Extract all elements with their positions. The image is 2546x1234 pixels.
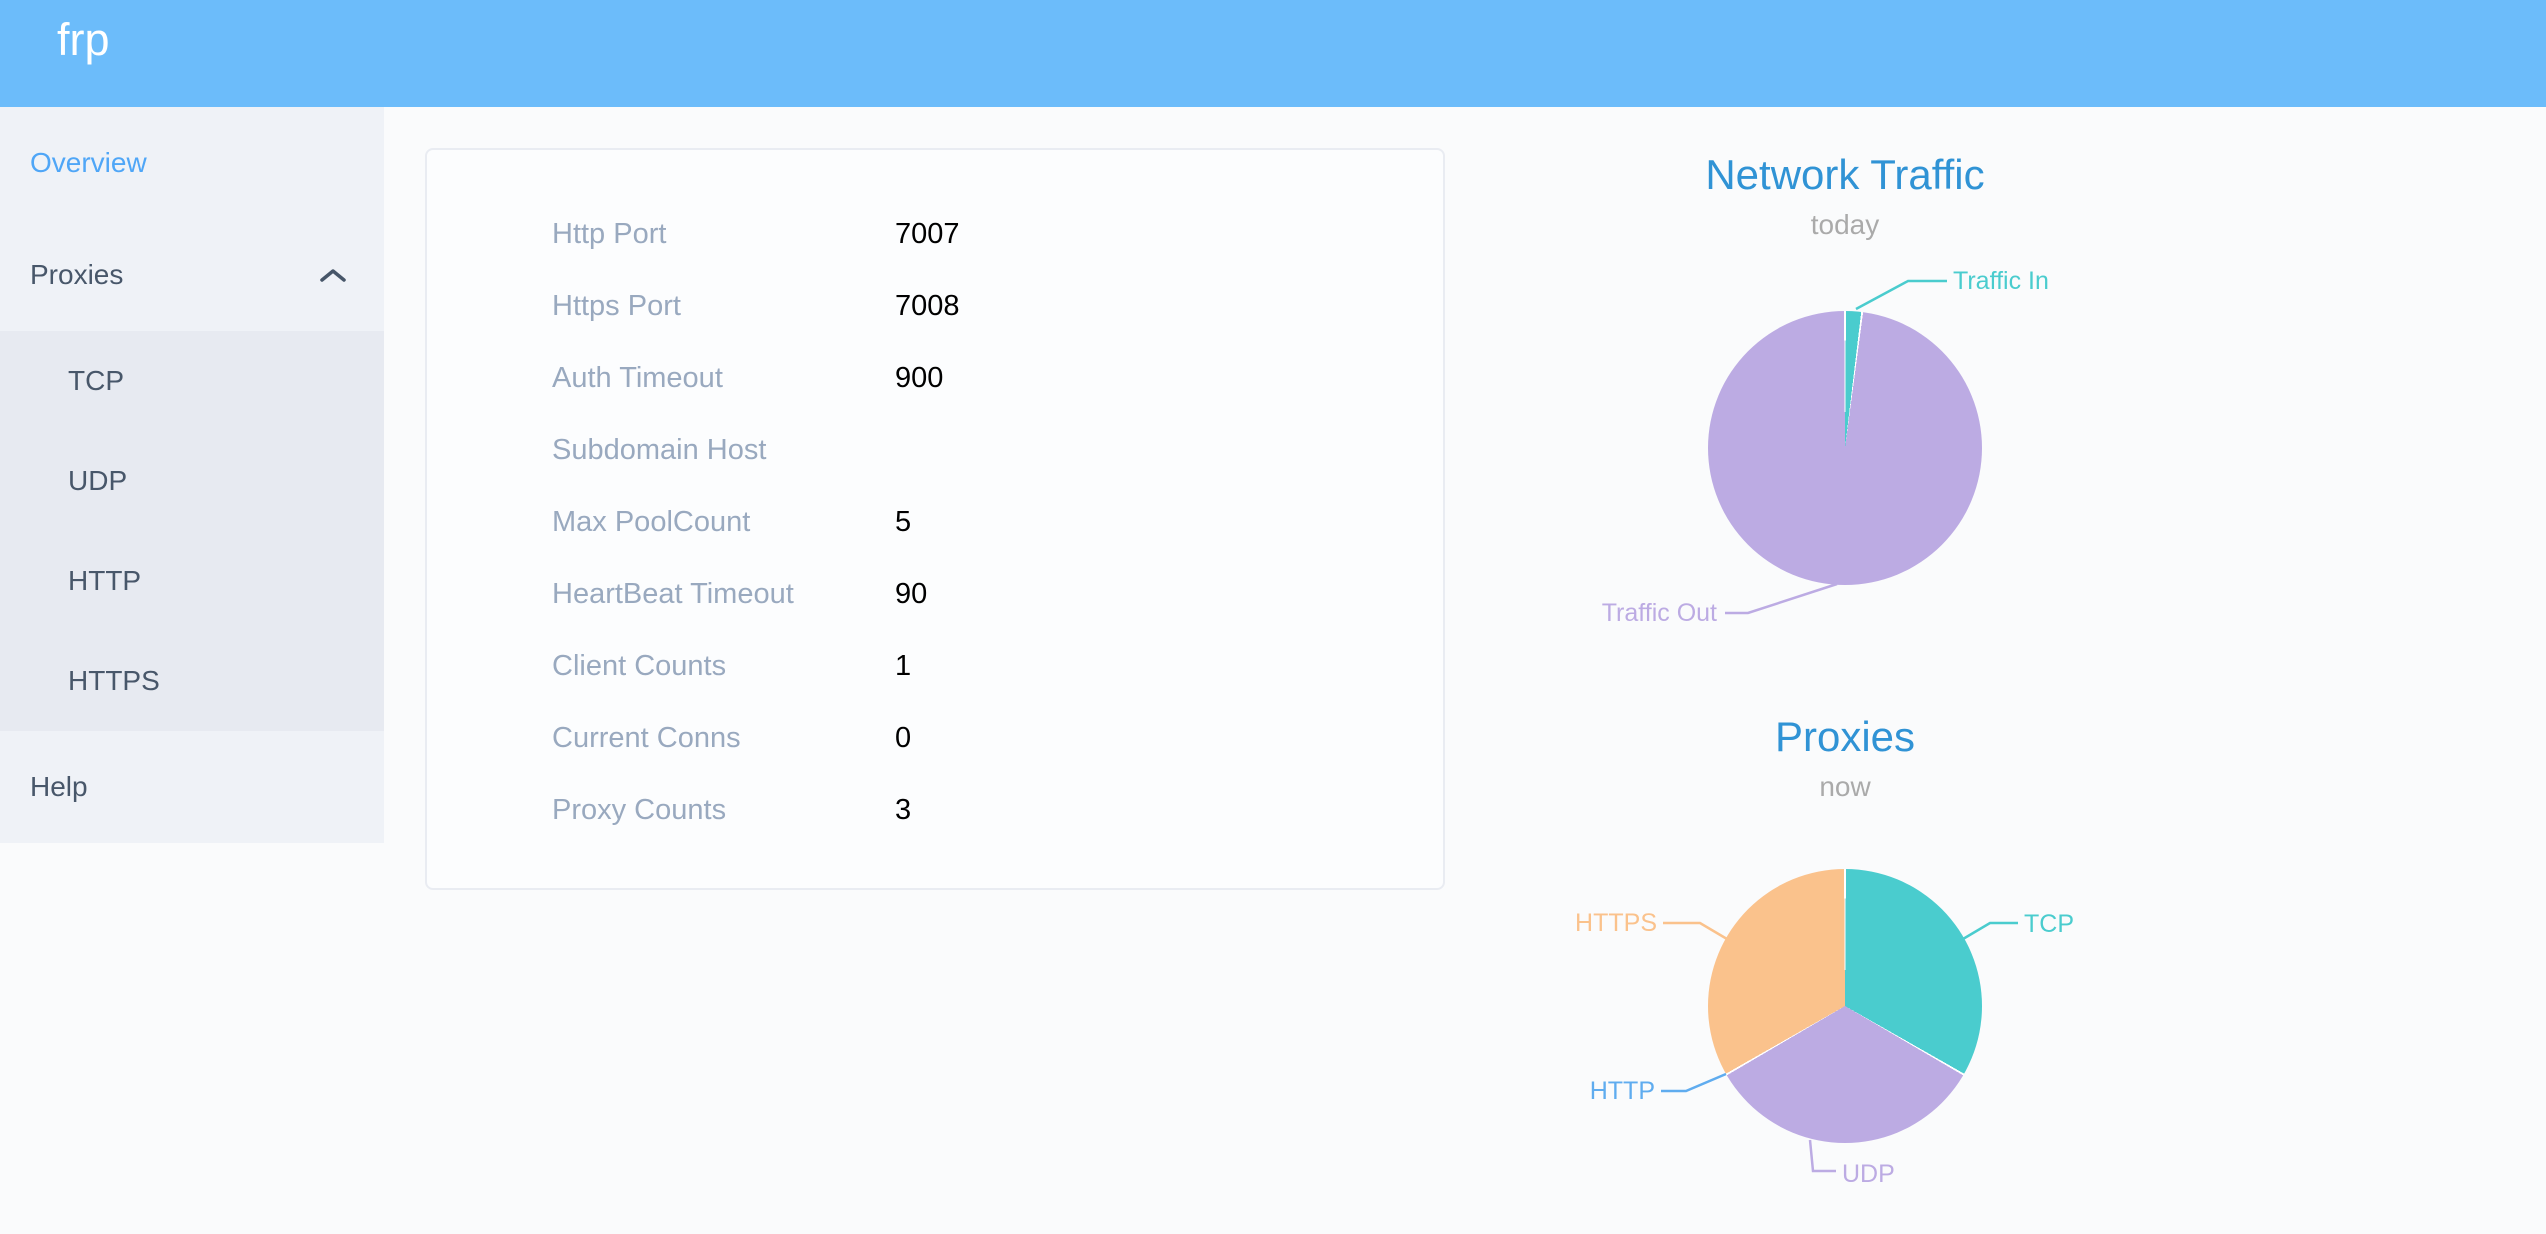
sidebar-item-label: TCP [68, 365, 124, 396]
info-row-heartbeat-timeout: HeartBeat Timeout 90 [427, 558, 1443, 630]
leader-https [1663, 921, 1728, 941]
sidebar-item-overview[interactable]: Overview [0, 107, 384, 219]
pie-label-https: HTTPS [1575, 909, 1657, 937]
info-label: Current Conns [552, 721, 741, 754]
proxies-title: Proxies [1774, 713, 1916, 760]
sidebar-item-proxies[interactable]: Proxies [0, 219, 384, 331]
chevron-up-icon [320, 269, 346, 282]
proxies-subtitle: now [1819, 771, 1871, 802]
sidebar-item-label: HTTPS [68, 665, 160, 696]
sidebar-item-help[interactable]: Help [0, 731, 384, 843]
info-label: Auth Timeout [552, 361, 723, 394]
pie-label-tcp: TCP [2024, 910, 2074, 938]
sidebar-item-label: Help [30, 771, 88, 802]
server-info-card: Http Port 7007 Https Port 7008 Auth Time… [425, 148, 1445, 890]
info-row-current-conns: Current Conns 0 [427, 702, 1443, 774]
sidebar-item-label: Overview [30, 147, 147, 178]
leader-traffic-in [1855, 279, 1947, 311]
info-label: Http Port [552, 217, 667, 250]
info-row-proxy-counts: Proxy Counts 3 [427, 774, 1443, 846]
sidebar-item-udp[interactable]: UDP [0, 431, 384, 531]
info-label: Subdomain Host [552, 433, 767, 466]
network-traffic-title: Network Traffic [1705, 151, 1985, 198]
leader-http [1661, 1072, 1727, 1093]
sidebar-item-label: HTTP [68, 565, 142, 596]
info-value: 0 [895, 721, 912, 754]
leader-udp [1808, 1139, 1836, 1173]
app-header: frp [0, 0, 2546, 107]
info-value: 1 [895, 649, 912, 682]
info-value: 90 [895, 577, 928, 610]
network-traffic-pie [1708, 311, 1982, 585]
info-value: 7008 [895, 289, 960, 322]
info-row-client-counts: Client Counts 1 [427, 630, 1443, 702]
sidebar-item-https[interactable]: HTTPS [0, 631, 384, 731]
info-label: Max PoolCount [552, 505, 751, 538]
info-value: 900 [895, 361, 944, 394]
sidebar-item-tcp[interactable]: TCP [0, 331, 384, 431]
info-row-http-port: Http Port 7007 [427, 198, 1443, 270]
info-label: Proxy Counts [552, 793, 727, 826]
info-value: 5 [895, 505, 912, 538]
info-row-auth-timeout: Auth Timeout 900 [427, 342, 1443, 414]
proxies-submenu: TCP UDP HTTP HTTPS [0, 331, 384, 731]
sidebar-item-label: Proxies [30, 259, 124, 290]
info-row-max-poolcount: Max PoolCount 5 [427, 486, 1443, 558]
info-label: Https Port [552, 289, 681, 322]
app-logo: frp [57, 14, 110, 65]
sidebar-item-label: UDP [68, 465, 128, 496]
info-row-https-port: Https Port 7008 [427, 270, 1443, 342]
info-value: 7007 [895, 217, 960, 250]
sidebar: Overview Proxies TCP UDP HTTP HTTPS Help [0, 107, 384, 843]
sidebar-item-http[interactable]: HTTP [0, 531, 384, 631]
pie-label-udp: UDP [1842, 1160, 1895, 1188]
info-label: Client Counts [552, 649, 727, 682]
info-label: HeartBeat Timeout [552, 577, 794, 610]
info-row-subdomain-host: Subdomain Host [427, 414, 1443, 486]
network-traffic-subtitle: today [1810, 209, 1880, 240]
proxies-pie [1708, 869, 1982, 1143]
pie-label-traffic-out: Traffic Out [1601, 599, 1717, 627]
info-value: 3 [895, 793, 912, 826]
leader-tcp [1962, 921, 2018, 941]
pie-label-http: HTTP [1589, 1077, 1655, 1105]
pie-label-traffic-in: Traffic In [1953, 267, 2049, 295]
leader-traffic-out [1725, 582, 1838, 615]
